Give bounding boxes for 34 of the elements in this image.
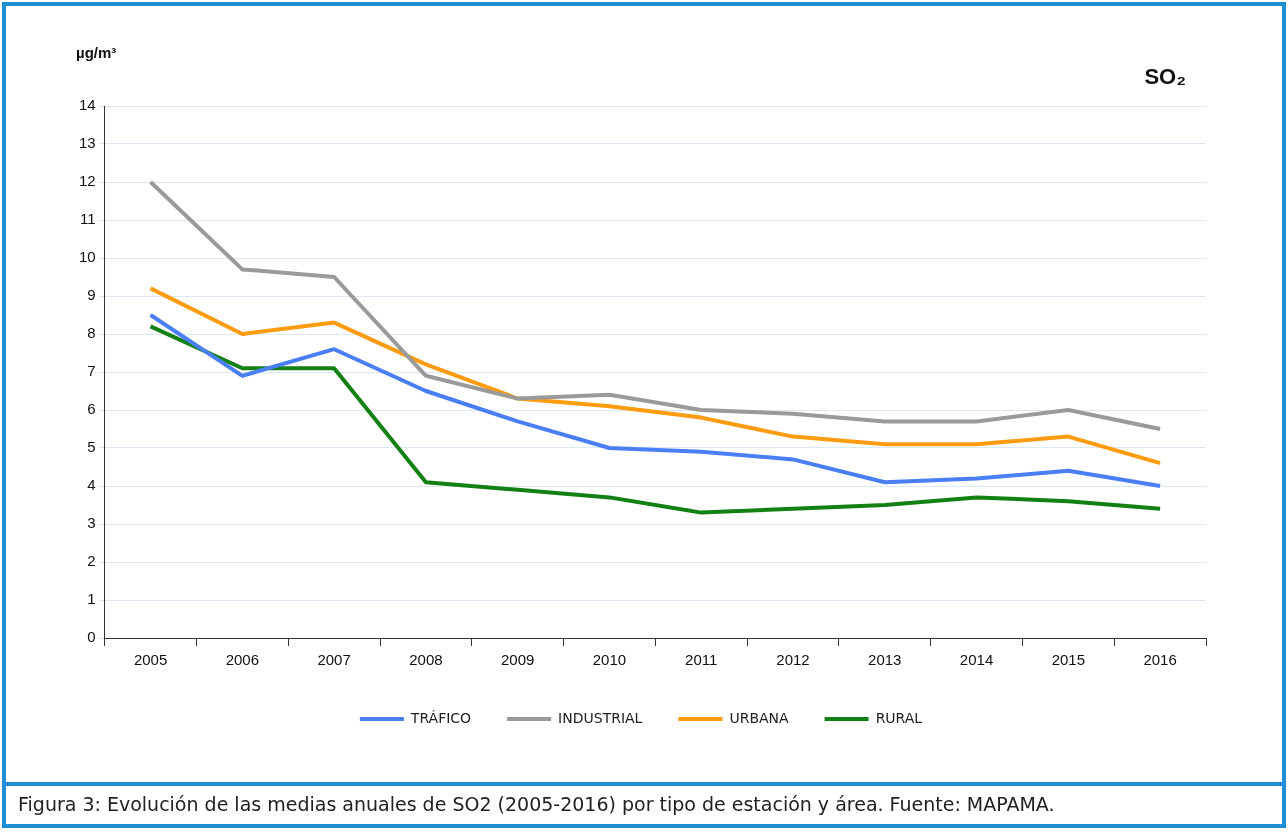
x-tick-label: 2006 (225, 651, 260, 669)
legend-label: URBANA (729, 709, 790, 726)
y-tick-label: 13 (79, 134, 96, 152)
x-tick-label: 2010 (592, 651, 627, 669)
x-tick-label: 2005 (133, 651, 168, 669)
x-tick-label: 2013 (868, 651, 902, 669)
y-tick-label: 2 (87, 552, 96, 570)
x-tick-label: 2014 (959, 651, 994, 669)
y-tick-label: 8 (87, 324, 96, 342)
y-tick-label: 5 (87, 438, 96, 456)
y-tick-label: 7 (87, 362, 96, 380)
legend-label: INDUSTRIAL (558, 709, 643, 726)
legend-label: TRÁFICO (409, 709, 472, 726)
y-tick-label: 12 (79, 172, 96, 190)
x-tick-label: 2015 (1051, 651, 1086, 669)
y-tick-label: 3 (87, 514, 96, 532)
x-tick-label: 2009 (500, 651, 535, 669)
y-tick-label: 0 (87, 628, 96, 646)
chart-title: SO₂ (1144, 64, 1186, 89)
x-tick-label: 2008 (409, 651, 443, 669)
y-tick-label: 1 (87, 590, 96, 608)
x-tick-label: 2011 (685, 651, 718, 669)
y-tick-label: 14 (79, 96, 96, 114)
x-tick-label: 2007 (317, 651, 351, 669)
y-tick-label: 6 (87, 400, 96, 418)
y-axis-title: µg/m³ (76, 44, 117, 61)
text: Figura 3: Evolución de las medias anuales de SO2 (2005-2016) por tipo de estación y área. Fuente: MAPAMA. (18, 793, 1055, 815)
x-tick-label: 2012 (776, 651, 810, 669)
y-tick-label: 11 (80, 210, 96, 228)
legend-label: RURAL (875, 709, 923, 726)
y-tick-label: 4 (87, 476, 96, 494)
y-tick-label: 10 (79, 248, 96, 266)
x-tick-label: 2016 (1143, 651, 1177, 669)
y-tick-label: 9 (87, 286, 96, 304)
